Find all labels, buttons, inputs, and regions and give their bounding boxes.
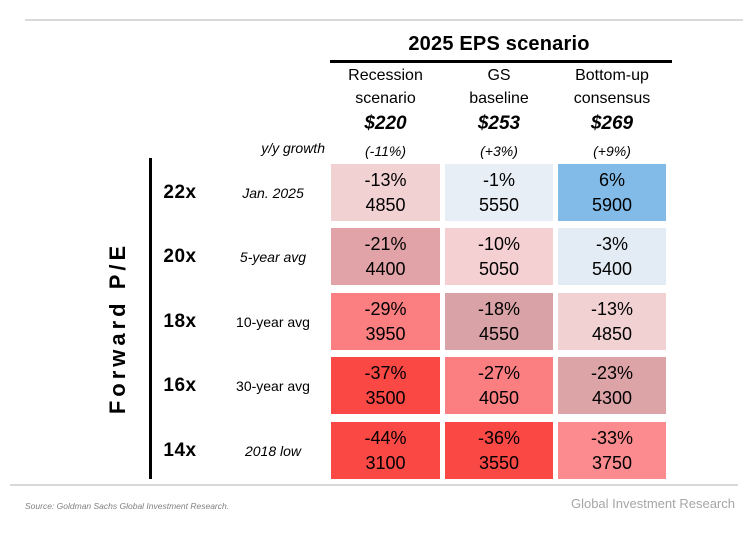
cell-20x-consensus: -3% 5400 — [558, 228, 666, 285]
pe-row-16x: 16x 30-year avg -37% 3500 -27% 4050 -23%… — [0, 357, 748, 414]
cell-pct: -33% — [590, 427, 634, 448]
cell-pct: -21% — [364, 233, 407, 254]
pe-multiple: 18x — [163, 310, 197, 332]
cell-pct: -37% — [364, 362, 407, 383]
pe-row-18x: 18x 10-year avg -29% 3950 -18% 4550 -13%… — [0, 293, 748, 350]
brand-label: Global Investment Research — [570, 496, 735, 511]
top-divider — [25, 19, 743, 21]
cell-16x-recession: -37% 3500 — [331, 357, 440, 414]
cell-level: 4550 — [478, 323, 520, 344]
cell-level: 4300 — [591, 387, 633, 408]
bottom-divider — [10, 484, 738, 486]
eps-value: $220 — [364, 113, 407, 134]
column-name: scenario — [355, 90, 416, 107]
cell-pct: -13% — [590, 298, 634, 319]
cell-pct: -18% — [477, 298, 521, 319]
cell-pct: -27% — [477, 362, 521, 383]
cell-22x-consensus: 6% 5900 — [558, 164, 666, 221]
column-name: consensus — [573, 90, 651, 107]
pe-multiple: 16x — [163, 374, 197, 396]
pe-axis-line — [149, 158, 152, 479]
cell-20x-recession: -21% 4400 — [331, 228, 440, 285]
cell-16x-baseline: -27% 4050 — [445, 357, 553, 414]
pe-multiple: 14x — [163, 439, 197, 461]
column-name: GS — [487, 67, 511, 84]
pe-annotation: 30-year avg — [236, 377, 310, 394]
cell-14x-consensus: -33% 3750 — [558, 422, 666, 479]
source-note: Source: Goldman Sachs Global Investment … — [25, 501, 230, 511]
eps-value: $253 — [477, 113, 521, 134]
cell-18x-consensus: -13% 4850 — [558, 293, 666, 350]
cell-pct: -13% — [364, 169, 407, 190]
cell-pct: -1% — [482, 169, 515, 190]
cell-pct: -44% — [364, 427, 407, 448]
pe-annotation: 2018 low — [244, 442, 302, 459]
column-name: Recession — [348, 67, 423, 84]
cell-18x-baseline: -18% 4550 — [445, 293, 553, 350]
cell-pct: -23% — [590, 362, 634, 383]
pe-row-20x: 20x 5-year avg -21% 4400 -10% 5050 -3% 5… — [0, 228, 748, 285]
title-underline — [330, 60, 672, 63]
cell-14x-baseline: -36% 3550 — [445, 422, 553, 479]
cell-level: 5900 — [591, 194, 633, 215]
eps-value: $269 — [590, 113, 634, 134]
cell-level: 3550 — [478, 452, 520, 473]
cell-level: 5050 — [478, 258, 520, 279]
pe-row-22x: 22x Jan. 2025 -13% 4850 -1% 5550 6% 5900 — [0, 164, 748, 221]
cell-level: 4050 — [478, 387, 520, 408]
growth-value: (+9%) — [593, 143, 631, 159]
column-header-consensus: Bottom-up consensus $269 (+9%) — [558, 64, 666, 159]
cell-level: 5550 — [478, 194, 520, 215]
pe-multiple: 20x — [163, 245, 197, 267]
cell-22x-baseline: -1% 5550 — [445, 164, 553, 221]
cell-16x-consensus: -23% 4300 — [558, 357, 666, 414]
pe-annotation: Jan. 2025 — [242, 184, 304, 201]
yy-growth-label: y/y growth — [261, 140, 325, 156]
column-name: Bottom-up — [575, 67, 649, 84]
cell-pct: -10% — [477, 233, 521, 254]
cell-level: 4850 — [591, 323, 633, 344]
growth-value: (-11%) — [365, 143, 406, 159]
cell-level: 3750 — [591, 452, 633, 473]
cell-22x-recession: -13% 4850 — [331, 164, 440, 221]
column-header-recession: Recession scenario $220 (-11%) — [331, 64, 440, 159]
cell-level: 3500 — [365, 387, 406, 408]
cell-pct: -29% — [364, 298, 407, 319]
pe-annotation: 10-year avg — [236, 313, 310, 330]
cell-pct: -36% — [477, 427, 521, 448]
chart-title: 2025 EPS scenario — [408, 33, 590, 55]
cell-18x-recession: -29% 3950 — [331, 293, 440, 350]
pe-row-14x: 14x 2018 low -44% 3100 -36% 3550 -33% 37… — [0, 422, 748, 479]
pe-multiple: 22x — [163, 181, 197, 203]
cell-level: 5400 — [591, 258, 633, 279]
cell-level: 4400 — [365, 258, 406, 279]
column-name: baseline — [469, 90, 529, 107]
column-header-gs-baseline: GS baseline $253 (+3%) — [445, 64, 553, 159]
growth-value: (+3%) — [480, 143, 518, 159]
cell-level: 3100 — [365, 452, 406, 473]
pe-annotation: 5-year avg — [239, 248, 307, 265]
cell-20x-baseline: -10% 5050 — [445, 228, 553, 285]
cell-pct: -3% — [595, 233, 628, 254]
cell-pct: 6% — [598, 169, 625, 190]
cell-level: 4850 — [365, 194, 406, 215]
cell-level: 3950 — [365, 323, 406, 344]
cell-14x-recession: -44% 3100 — [331, 422, 440, 479]
